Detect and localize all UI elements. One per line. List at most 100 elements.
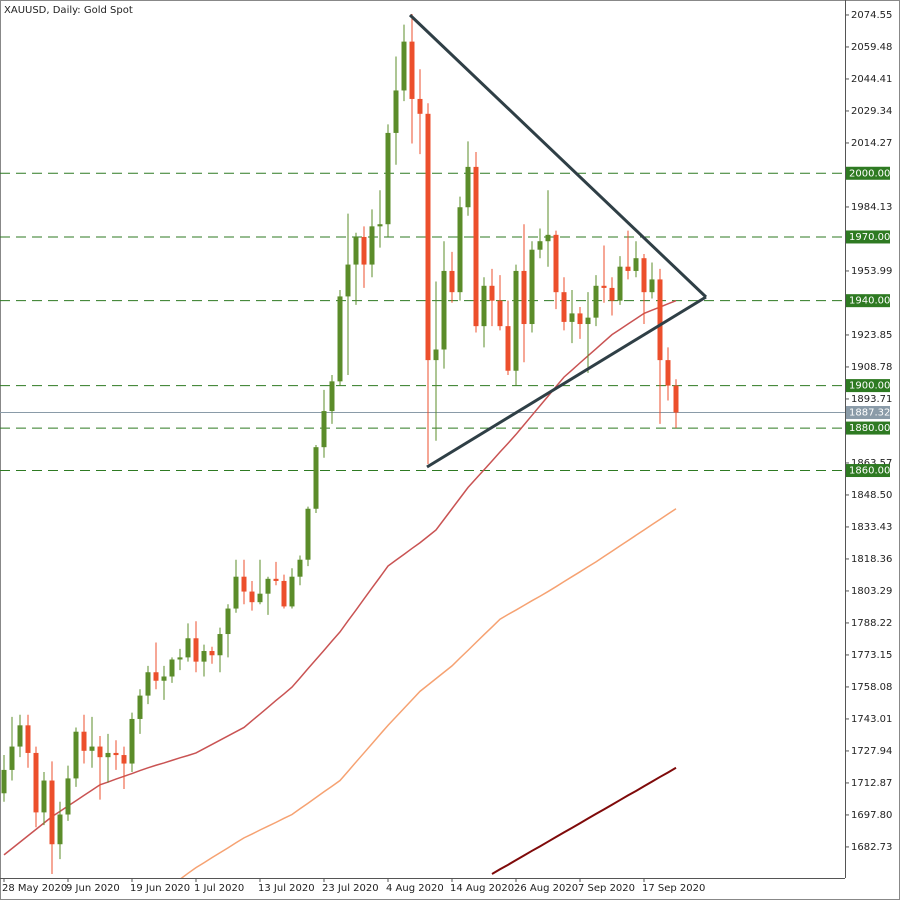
candle-body [57, 814, 63, 845]
candle-body [233, 576, 239, 609]
candle-body [665, 360, 671, 386]
last-price-label: 1887.32 [849, 408, 890, 419]
y-tick-label: 1923.85 [851, 330, 892, 341]
candle-body [457, 207, 463, 293]
candle-body [673, 385, 679, 413]
y-tick-label: 1727.94 [851, 746, 892, 757]
level-label: 1860.00 [849, 466, 890, 477]
candle-body [625, 266, 631, 271]
candle-body [601, 285, 607, 288]
candle-body [313, 447, 319, 509]
y-tick-label: 1833.43 [851, 522, 892, 533]
y-tick-label: 2074.55 [851, 10, 892, 21]
y-tick-label: 1803.29 [851, 586, 892, 597]
candle-body [257, 593, 263, 603]
candle-body [105, 752, 111, 758]
level-label-box [846, 294, 890, 308]
x-tick-label: 23 Jul 2020 [322, 883, 379, 894]
trend-line [426, 295, 707, 469]
x-tick-label: 26 Aug 2020 [514, 883, 578, 894]
x-tick-label: 19 Jun 2020 [130, 883, 190, 894]
candle-body [241, 576, 247, 592]
candle-body [433, 349, 439, 361]
candle-body [345, 264, 351, 297]
level-label: 1880.00 [849, 423, 890, 434]
candle-body [33, 752, 39, 813]
candle-body [89, 746, 95, 751]
candle-body [185, 638, 191, 658]
last-price-box [846, 406, 890, 420]
candle-body [161, 676, 167, 681]
candle-body [169, 659, 175, 677]
candle-body [617, 266, 623, 301]
candle-body [305, 508, 311, 560]
candle-body [569, 313, 575, 322]
y-tick-label: 1743.01 [851, 714, 892, 725]
candle-body [193, 638, 199, 662]
y-tick-label: 1818.36 [851, 554, 892, 565]
candle-body [449, 270, 455, 293]
candle-body [209, 651, 215, 656]
candle-body [9, 746, 15, 770]
candle-body [129, 718, 135, 764]
y-tick-label: 1758.08 [851, 682, 892, 693]
plot-area [0, 14, 845, 878]
candle-body [369, 226, 375, 265]
level-label-box [846, 230, 890, 244]
moving-average [180, 508, 677, 878]
candle-body [145, 672, 151, 696]
x-tick-label: 4 Aug 2020 [386, 883, 444, 894]
candle-body [553, 234, 559, 293]
candle-body [409, 41, 415, 99]
candle-body [297, 559, 303, 577]
candle-body [401, 41, 407, 91]
candle-body [521, 270, 527, 325]
candle-body [505, 326, 511, 371]
candle-body [217, 634, 223, 656]
candle-body [121, 755, 127, 764]
level-label: 1970.00 [849, 232, 890, 243]
x-tick-label: 9 Jun 2020 [66, 883, 120, 894]
x-tick-label: 7 Sep 2020 [578, 883, 635, 894]
candle-body [513, 270, 519, 371]
candle-body [281, 580, 287, 607]
x-tick-label: 14 Aug 2020 [450, 883, 514, 894]
candle-body [1, 769, 7, 794]
candle-body [265, 578, 271, 594]
x-tick-label: 28 May 2020 [2, 883, 67, 894]
candle-body [537, 241, 543, 250]
candle-body [393, 90, 399, 133]
candle-body [353, 236, 359, 265]
x-tick-label: 17 Sep 2020 [642, 883, 705, 894]
level-label: 1900.00 [849, 381, 890, 392]
level-label: 2000.00 [849, 168, 890, 179]
level-label: 1940.00 [849, 296, 890, 307]
triangle-pattern [408, 13, 708, 469]
y-tick-label: 1893.71 [851, 394, 892, 405]
candle-body [73, 731, 79, 779]
candle-body [657, 279, 663, 361]
candle-body [153, 672, 159, 681]
y-tick-label: 1697.80 [851, 810, 892, 821]
candle-body [81, 731, 87, 751]
candle-body [441, 270, 447, 350]
y-tick-label: 1863.57 [851, 458, 892, 469]
candle-body [593, 285, 599, 318]
x-tick-label: 1 Jul 2020 [194, 883, 244, 894]
y-tick-label: 2029.34 [851, 106, 892, 117]
candle-body [249, 591, 255, 603]
y-tick-label: 1773.15 [851, 650, 892, 661]
candle-body [489, 285, 495, 301]
candle-body [473, 166, 479, 327]
candle-body [329, 381, 335, 412]
chart-title: XAUUSD, Daily: Gold Spot [4, 5, 133, 16]
candle-body [641, 258, 647, 293]
candle-body [49, 780, 55, 845]
candle-body [289, 576, 295, 607]
candle-body [177, 657, 183, 660]
candle-body [25, 725, 31, 753]
candle-body [97, 746, 103, 758]
candle-body [633, 258, 639, 271]
